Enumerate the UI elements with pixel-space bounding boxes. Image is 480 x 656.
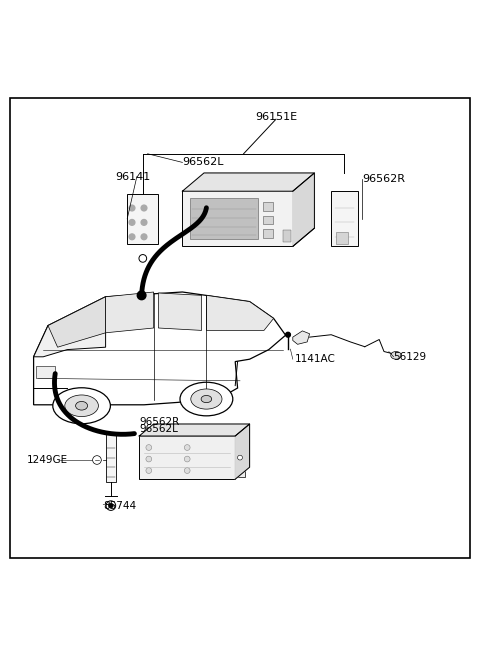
- Text: 1249GE: 1249GE: [26, 455, 68, 465]
- Ellipse shape: [201, 396, 212, 403]
- Polygon shape: [182, 173, 314, 191]
- Ellipse shape: [180, 382, 233, 416]
- Circle shape: [184, 456, 190, 462]
- Text: 1141AC: 1141AC: [295, 354, 336, 364]
- Circle shape: [108, 503, 113, 508]
- Polygon shape: [34, 297, 106, 357]
- Circle shape: [141, 205, 147, 211]
- Polygon shape: [206, 295, 274, 331]
- Circle shape: [129, 234, 135, 239]
- Polygon shape: [48, 297, 106, 347]
- Ellipse shape: [65, 395, 98, 417]
- Circle shape: [139, 255, 147, 262]
- Bar: [139, 436, 235, 479]
- Text: 96562R: 96562R: [362, 174, 406, 184]
- Ellipse shape: [191, 389, 222, 409]
- Bar: [336, 232, 348, 244]
- Polygon shape: [235, 424, 250, 479]
- Text: 96562R: 96562R: [139, 417, 180, 426]
- Bar: [331, 191, 358, 247]
- Circle shape: [93, 456, 101, 464]
- Ellipse shape: [76, 401, 88, 410]
- Circle shape: [146, 445, 152, 451]
- Polygon shape: [34, 292, 286, 405]
- Circle shape: [106, 501, 116, 510]
- Bar: [283, 230, 291, 241]
- Bar: [182, 191, 293, 247]
- Bar: [106, 434, 116, 482]
- Bar: [127, 194, 158, 244]
- Bar: [190, 198, 258, 239]
- Bar: [235, 438, 245, 477]
- Circle shape: [129, 220, 135, 225]
- Polygon shape: [293, 173, 314, 247]
- Bar: [263, 229, 274, 237]
- Bar: [263, 216, 274, 224]
- Text: 56129: 56129: [394, 352, 427, 362]
- Circle shape: [184, 445, 190, 451]
- Text: 96562L: 96562L: [139, 424, 178, 434]
- Bar: [36, 367, 55, 379]
- Polygon shape: [139, 424, 250, 436]
- Text: 96151E: 96151E: [255, 112, 297, 122]
- Circle shape: [129, 205, 135, 211]
- Circle shape: [286, 333, 290, 337]
- Circle shape: [184, 468, 190, 474]
- Polygon shape: [158, 293, 202, 331]
- Circle shape: [146, 468, 152, 474]
- Text: 96562L: 96562L: [182, 157, 224, 167]
- Text: 96141: 96141: [115, 172, 150, 182]
- Text: 85744: 85744: [103, 501, 136, 510]
- Circle shape: [141, 220, 147, 225]
- Polygon shape: [293, 331, 310, 344]
- Circle shape: [146, 456, 152, 462]
- Circle shape: [238, 455, 242, 460]
- Polygon shape: [106, 292, 154, 333]
- Bar: [263, 202, 274, 211]
- Ellipse shape: [53, 388, 110, 424]
- Circle shape: [141, 234, 147, 239]
- Circle shape: [137, 291, 146, 300]
- Ellipse shape: [391, 352, 401, 359]
